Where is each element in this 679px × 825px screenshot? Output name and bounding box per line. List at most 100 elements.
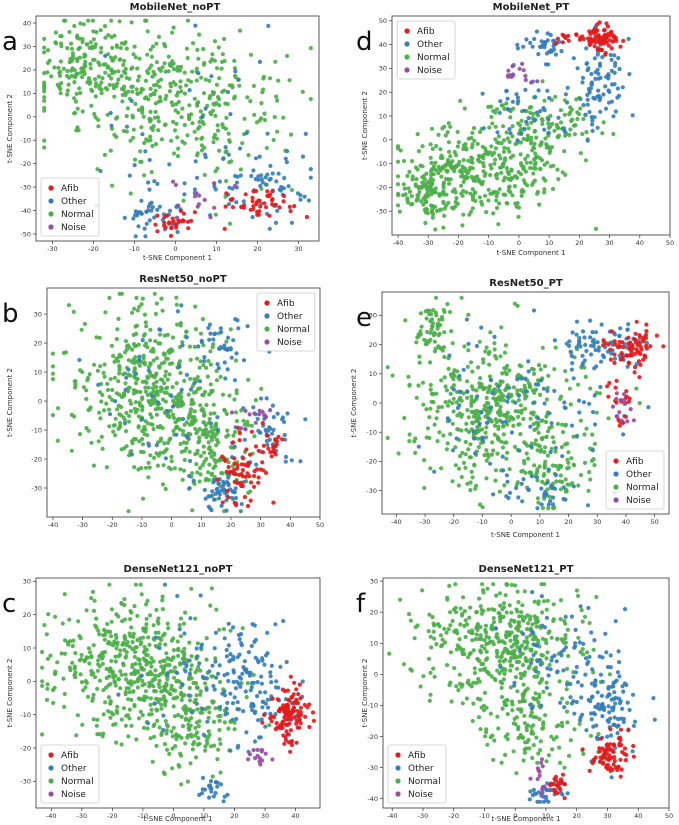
point-other — [213, 630, 218, 635]
point-normal — [107, 82, 112, 87]
point-normal — [122, 633, 127, 639]
x-tick-label: 10 — [545, 239, 553, 247]
point-other — [182, 631, 187, 636]
point-normal — [479, 611, 484, 616]
point-normal — [448, 650, 453, 655]
point-other — [187, 473, 192, 479]
point-normal — [179, 714, 184, 720]
point-other — [549, 483, 554, 489]
point-other — [565, 85, 570, 90]
point-normal — [565, 441, 570, 446]
point-normal — [55, 438, 60, 443]
point-normal — [194, 66, 199, 71]
point-normal — [267, 76, 273, 81]
point-other — [497, 110, 502, 115]
point-normal — [468, 360, 474, 365]
point-normal — [219, 66, 224, 71]
point-normal — [478, 667, 483, 673]
point-other — [165, 409, 170, 414]
point-normal — [442, 330, 447, 335]
x-axis-label: t-SNE Component 1 — [143, 254, 212, 262]
point-normal — [91, 717, 96, 722]
point-normal — [69, 46, 75, 51]
point-other — [539, 486, 544, 491]
point-normal — [300, 89, 305, 94]
point-normal — [431, 629, 436, 634]
point-normal — [519, 610, 524, 615]
point-afib — [265, 193, 270, 198]
point-normal — [401, 158, 407, 164]
point-normal — [171, 151, 177, 156]
point-normal — [201, 46, 206, 52]
point-other — [539, 378, 544, 383]
point-other — [577, 410, 582, 415]
point-afib — [296, 692, 301, 697]
point-afib — [627, 353, 632, 358]
point-other — [531, 308, 537, 313]
point-normal — [204, 435, 209, 440]
point-normal — [135, 323, 140, 328]
point-normal — [42, 138, 47, 143]
point-afib — [277, 205, 282, 210]
point-normal — [188, 376, 193, 381]
point-normal — [503, 752, 508, 758]
point-afib — [599, 48, 604, 53]
point-normal — [542, 599, 547, 604]
point-normal — [130, 439, 135, 444]
point-normal — [177, 623, 182, 628]
point-normal — [151, 91, 156, 96]
point-afib — [239, 483, 244, 489]
x-tick-label: -10 — [477, 518, 488, 526]
point-other — [308, 167, 313, 172]
legend-marker-normal — [404, 54, 410, 60]
point-normal — [540, 636, 546, 642]
point-normal — [431, 392, 436, 397]
point-normal — [148, 736, 153, 741]
point-normal — [193, 725, 198, 731]
point-other — [224, 508, 229, 513]
point-normal — [133, 55, 138, 60]
point-normal — [160, 397, 166, 402]
point-other — [490, 390, 495, 396]
point-other — [232, 378, 237, 383]
point-other — [270, 403, 275, 408]
point-normal — [180, 106, 185, 111]
point-other — [240, 671, 245, 676]
point-normal — [178, 751, 183, 756]
point-normal — [137, 363, 142, 368]
point-other — [501, 468, 506, 473]
panel-title: ResNet50_noPT — [139, 274, 227, 285]
point-normal — [390, 373, 395, 378]
point-normal — [525, 621, 531, 626]
point-normal — [121, 706, 127, 711]
point-other — [204, 687, 209, 692]
point-normal — [77, 55, 82, 60]
point-afib — [226, 495, 231, 500]
point-noise — [523, 73, 528, 78]
point-other — [488, 377, 494, 383]
point-other — [208, 421, 213, 426]
point-normal — [186, 392, 191, 397]
point-normal — [546, 145, 552, 150]
point-afib — [282, 741, 287, 746]
point-normal — [460, 223, 465, 228]
point-noise — [195, 204, 200, 209]
y-tick-label: 0 — [27, 678, 31, 686]
point-other — [570, 361, 575, 366]
point-normal — [98, 416, 103, 421]
point-normal — [120, 99, 125, 104]
point-other — [263, 724, 268, 729]
point-other — [261, 699, 266, 704]
point-normal — [512, 174, 518, 179]
point-other — [264, 182, 269, 187]
point-other — [521, 108, 527, 113]
point-other — [224, 706, 229, 711]
point-normal — [516, 422, 521, 427]
point-normal — [487, 384, 492, 389]
point-normal — [165, 724, 170, 729]
scatter-points — [387, 582, 657, 804]
point-afib — [192, 210, 197, 215]
point-other — [266, 705, 271, 710]
point-normal — [215, 757, 220, 762]
point-other — [211, 497, 217, 502]
